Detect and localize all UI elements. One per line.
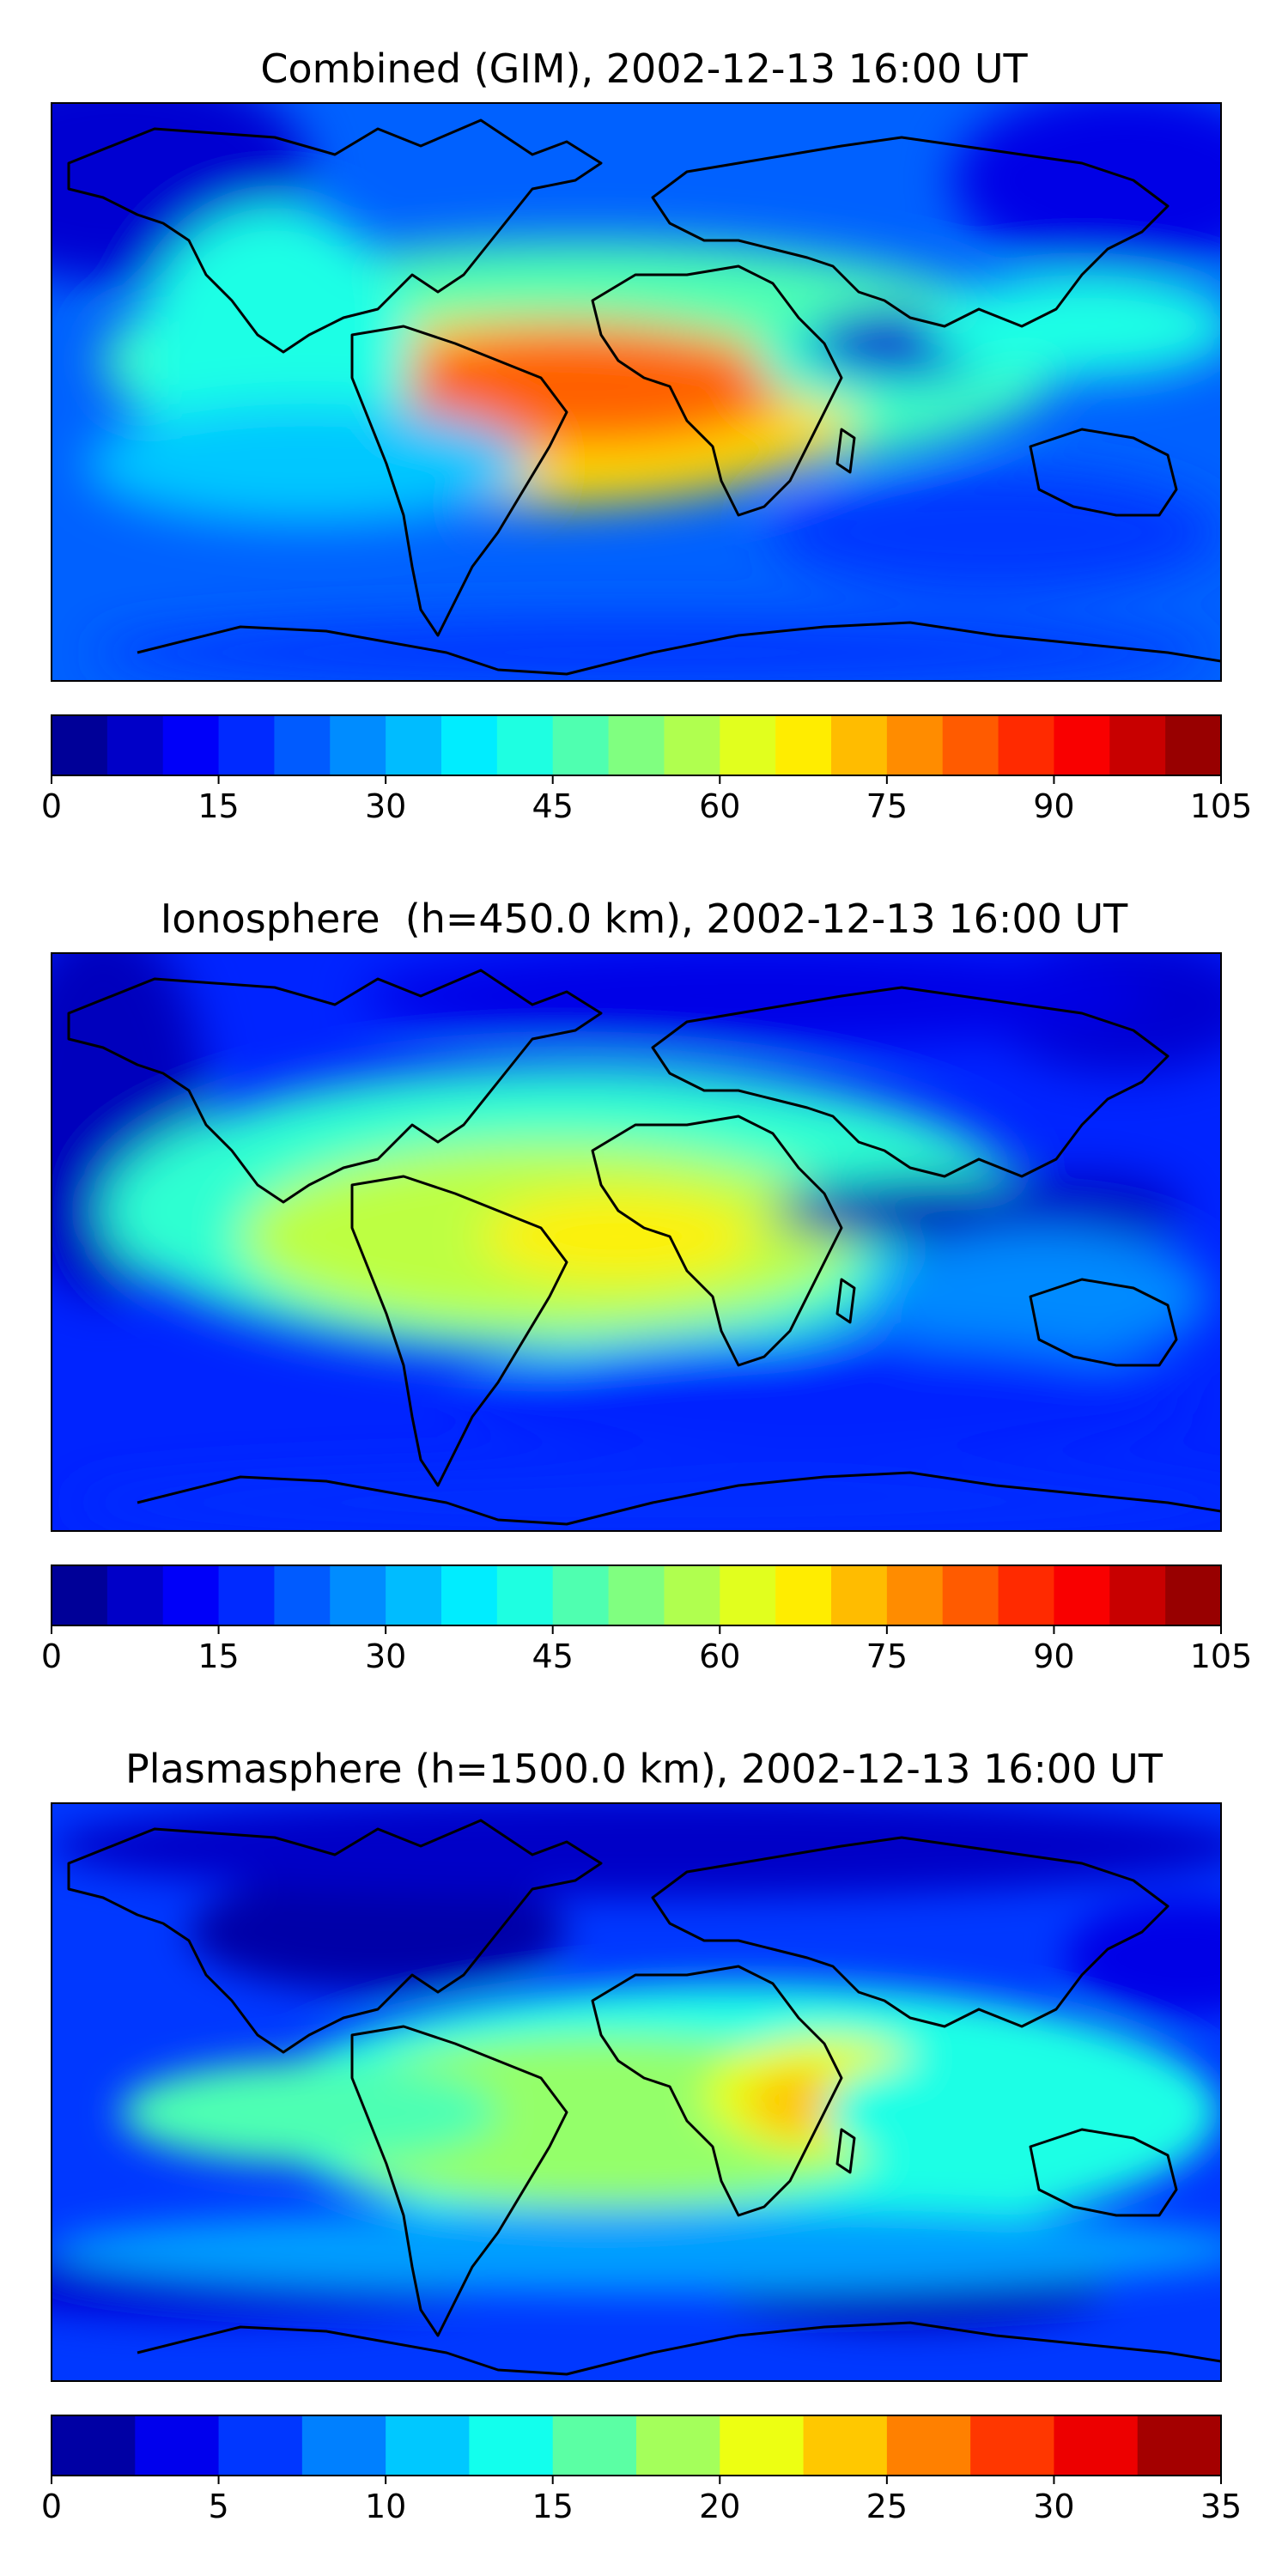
colorbar-swatch [274, 1565, 331, 1625]
colorbar-tick-label: 105 [1189, 787, 1253, 825]
colorbar-tick-label: 35 [1200, 2488, 1242, 2525]
colorbar-swatch [1109, 1565, 1166, 1625]
colorbar-tick-label: 25 [866, 2488, 908, 2525]
colorbar-swatch [469, 2415, 554, 2476]
colorbar-tick-label: 15 [532, 2488, 574, 2525]
colorbar-tick-label: 0 [40, 787, 63, 825]
map-frame [51, 102, 1222, 682]
colorbar-swatch [608, 715, 665, 775]
colorbar-swatch [664, 1565, 720, 1625]
colorbar-swatch [135, 2415, 220, 2476]
panel-title-ionosphere: Ionosphere (h=450.0 km), 2002-12-13 16:0… [160, 896, 1128, 942]
panel-title-combined: Combined (GIM), 2002-12-13 16:00 UT [260, 46, 1028, 92]
colorbar-tick-label: 20 [699, 2488, 741, 2525]
colorbar-swatch [998, 715, 1055, 775]
colorbar-swatch [942, 715, 999, 775]
colorbar-swatch [1165, 715, 1222, 775]
colorbar-swatch [330, 715, 386, 775]
colorbar-swatch [386, 1565, 442, 1625]
colorbar-2 [51, 1564, 1222, 1634]
colorbar-swatch [386, 2415, 471, 2476]
colorbar-swatch [1165, 1565, 1222, 1625]
colorbar-1 [51, 714, 1222, 784]
colorbar-swatch [218, 715, 276, 775]
colorbar-tick-label: 90 [1033, 1637, 1075, 1675]
tec-map-1 [52, 103, 1221, 681]
colorbar-swatch [386, 715, 442, 775]
colorbar-tick-label: 45 [532, 1637, 574, 1675]
colorbar-swatch [942, 1565, 999, 1625]
colorbar-tick-label: 0 [40, 2488, 63, 2525]
colorbar-swatch [106, 715, 164, 775]
colorbar-tick-label: 90 [1033, 787, 1075, 825]
colorbar-swatch [886, 715, 944, 775]
colorbar-swatch [886, 2415, 971, 2476]
colorbar-swatch [803, 2415, 888, 2476]
colorbar-swatch [775, 1565, 832, 1625]
colorbar-swatch [1054, 1565, 1110, 1625]
colorbar-swatch [330, 1565, 386, 1625]
colorbar-swatch [608, 1565, 665, 1625]
map-frame [51, 1802, 1222, 2382]
colorbar-swatch [441, 715, 498, 775]
colorbar-swatch [162, 715, 220, 775]
colorbar-swatch [831, 715, 888, 775]
colorbar-tick-label: 10 [364, 2488, 407, 2525]
colorbar-swatch [496, 1565, 554, 1625]
colorbar-tick-label: 30 [364, 787, 407, 825]
colorbar-swatch [664, 715, 720, 775]
colorbar-3 [51, 2415, 1222, 2484]
panel-title-plasmasphere: Plasmasphere (h=1500.0 km), 2002-12-13 1… [125, 1746, 1163, 1792]
colorbar-tick-label: 75 [866, 1637, 908, 1675]
colorbar-swatch [162, 1565, 220, 1625]
colorbar-tick-label: 5 [208, 2488, 229, 2525]
colorbar-swatch [52, 715, 108, 775]
colorbar-tick-label: 105 [1189, 1637, 1253, 1675]
colorbar-swatch [218, 1565, 276, 1625]
colorbar-swatch [998, 1565, 1055, 1625]
colorbar-swatch [52, 2415, 136, 2476]
colorbar-swatch [720, 1565, 776, 1625]
colorbar-swatch [218, 2415, 303, 2476]
colorbar-swatch [720, 2415, 805, 2476]
tec-map-3 [52, 1803, 1221, 2381]
colorbar-tick-label: 15 [197, 1637, 240, 1675]
colorbar-swatch [301, 2415, 386, 2476]
tec-map-2 [52, 953, 1221, 1531]
colorbar-swatch [496, 715, 554, 775]
colorbar-swatch [552, 715, 610, 775]
colorbar-swatch [970, 2415, 1055, 2476]
colorbar-tick-label: 0 [40, 1637, 63, 1675]
colorbar-swatch [274, 715, 331, 775]
colorbar-swatch [52, 1565, 108, 1625]
colorbar-tick-label: 30 [364, 1637, 407, 1675]
colorbar-tick-label: 60 [699, 1637, 741, 1675]
colorbar-swatch [831, 1565, 888, 1625]
colorbar-tick-label: 60 [699, 787, 741, 825]
colorbar-swatch [552, 1565, 610, 1625]
colorbar-tick-label: 75 [866, 787, 908, 825]
colorbar-tick-label: 15 [197, 787, 240, 825]
colorbar-swatch [1137, 2415, 1222, 2476]
colorbar-tick-label: 45 [532, 787, 574, 825]
map-frame [51, 952, 1222, 1532]
colorbar-swatch [441, 1565, 498, 1625]
colorbar-tick-label: 30 [1033, 2488, 1075, 2525]
colorbar-swatch [720, 715, 776, 775]
colorbar-swatch [1054, 2415, 1139, 2476]
colorbar-swatch [886, 1565, 944, 1625]
colorbar-swatch [775, 715, 832, 775]
colorbar-swatch [106, 1565, 164, 1625]
colorbar-swatch [1054, 715, 1110, 775]
colorbar-swatch [552, 2415, 637, 2476]
colorbar-swatch [1109, 715, 1166, 775]
colorbar-swatch [636, 2415, 720, 2476]
